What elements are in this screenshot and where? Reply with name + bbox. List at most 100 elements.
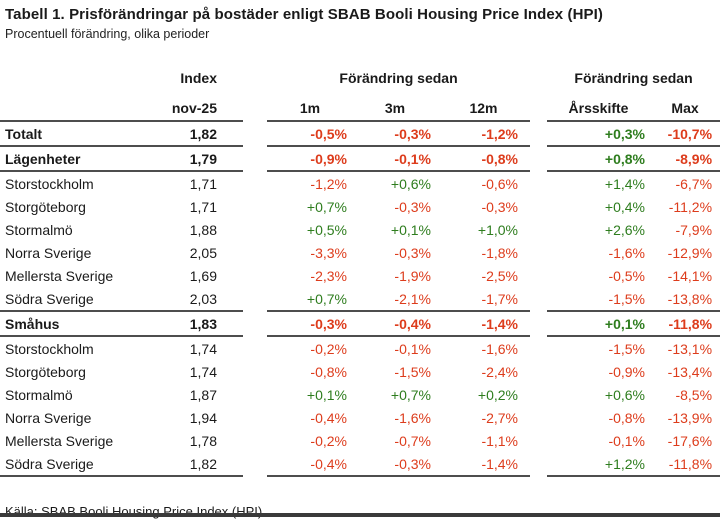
index-value: 1,71 <box>189 175 217 192</box>
change-max: -10,7% <box>650 121 720 147</box>
change-arsskifte: +1,4% <box>604 175 646 192</box>
row-label: Storgöteborg <box>5 363 86 380</box>
table-body: Totalt 1,82 -0,5% -0,3% -1,2% +0,3% -10,7% Läge… <box>0 121 720 477</box>
table-row: Storgöteborg 1,71 +0,7% -0,3% -0,3% +0,4% -11,… <box>0 195 720 218</box>
column-gap <box>243 195 267 218</box>
change-1m: +0,7% <box>267 287 353 312</box>
change-arsskifte: -0,1% <box>608 432 646 449</box>
change-1m: -0,8% <box>310 363 347 380</box>
index-value: 1,69 <box>189 267 217 284</box>
change-1m: -0,4% <box>310 409 347 426</box>
column-gap <box>530 360 547 383</box>
change-1m: -0,2% <box>310 432 347 449</box>
change-arsskifte: +0,4% <box>604 198 646 215</box>
column-header-1m: 1m <box>267 90 353 122</box>
change-3m: -0,3% <box>353 121 437 147</box>
index-value: 2,05 <box>189 244 217 261</box>
change-1m: -0,5% <box>267 121 353 147</box>
table-row: Storgöteborg 1,74 -0,8% -1,5% -2,4% -0,9% -13,… <box>0 360 720 383</box>
column-gap <box>243 146 267 171</box>
column-gap <box>243 90 267 121</box>
column-header-index-period: nov-25 <box>128 90 243 122</box>
row-label: Södra Sverige <box>0 287 128 312</box>
bottom-border-bar <box>0 513 720 517</box>
change-max: -11,8% <box>650 452 720 477</box>
change-12m: -0,3% <box>481 198 519 215</box>
change-max: -8,5% <box>675 386 713 403</box>
change-1m: +0,1% <box>306 386 347 403</box>
column-gap <box>530 241 547 264</box>
change-max: -7,9% <box>675 221 713 238</box>
change-3m: +0,6% <box>390 175 431 192</box>
change-12m: -1,4% <box>437 311 531 337</box>
column-gap <box>530 383 547 406</box>
change-max: -6,7% <box>675 175 713 192</box>
column-gap <box>243 218 267 241</box>
change-12m: -2,7% <box>481 409 519 426</box>
change-3m: -1,5% <box>394 363 431 380</box>
change-3m: -0,4% <box>353 311 437 337</box>
change-3m: -0,7% <box>394 432 431 449</box>
change-12m: +0,2% <box>477 386 519 403</box>
change-3m: +0,7% <box>390 386 431 403</box>
change-3m: -2,1% <box>353 287 437 312</box>
table-row: Södra Sverige 1,82 -0,4% -0,3% -1,4% +1,2% -11… <box>0 452 720 477</box>
change-12m: -2,5% <box>481 267 519 284</box>
change-3m: -0,1% <box>353 146 437 172</box>
change-arsskifte: +1,2% <box>547 452 651 477</box>
change-12m: -1,4% <box>437 452 531 477</box>
column-gap <box>243 171 267 195</box>
change-3m: -1,6% <box>394 409 431 426</box>
table-row: Södra Sverige 2,03 +0,7% -2,1% -1,7% -1,5% -13… <box>0 287 720 312</box>
column-header-3m: 3m <box>353 90 437 122</box>
column-gap <box>530 218 547 241</box>
row-label: Norra Sverige <box>5 244 92 261</box>
change-12m: -2,4% <box>481 363 519 380</box>
header-subcolumn-row: nov-25 1m 3m 12m Årsskifte Max <box>0 90 720 122</box>
index-value: 1,71 <box>189 198 217 215</box>
change-3m: -0,3% <box>394 244 431 261</box>
page-subtitle: Procentuell förändring, olika perioder <box>5 27 210 41</box>
index-value: 1,87 <box>189 386 217 403</box>
change-max: -11,2% <box>668 198 713 215</box>
change-arsskifte: +0,6% <box>604 386 646 403</box>
index-value: 1,94 <box>189 409 217 426</box>
change-arsskifte: +0,3% <box>547 121 651 147</box>
column-header-arsskifte: Årsskifte <box>547 90 651 122</box>
change-arsskifte: -1,5% <box>608 340 646 357</box>
column-gap <box>530 60 547 90</box>
index-value: 1,83 <box>128 311 243 337</box>
column-gap <box>530 121 547 146</box>
column-gap <box>243 383 267 406</box>
column-gap <box>530 452 547 476</box>
column-gap <box>243 264 267 287</box>
index-value: 1,78 <box>189 432 217 449</box>
index-value: 1,79 <box>128 146 243 172</box>
change-arsskifte: -0,9% <box>608 363 646 380</box>
change-12m: -1,8% <box>481 244 519 261</box>
row-label: Storstockholm <box>5 340 94 357</box>
index-value: 1,82 <box>128 452 243 477</box>
row-label: Södra Sverige <box>0 452 128 477</box>
row-label: Stormalmö <box>5 221 73 238</box>
change-3m: -0,3% <box>353 452 437 477</box>
change-max: -12,9% <box>667 244 713 261</box>
column-gap <box>530 264 547 287</box>
change-12m: -1,6% <box>481 340 519 357</box>
table-row: Storstockholm 1,71 -1,2% +0,6% -0,6% +1,4% -6,… <box>0 171 720 195</box>
table-row: Lägenheter 1,79 -0,9% -0,1% -0,8% +0,8% -8,9% <box>0 146 720 172</box>
row-label: Småhus <box>0 311 128 337</box>
change-max: -17,6% <box>667 432 713 449</box>
change-1m: -0,2% <box>310 340 347 357</box>
column-gap <box>243 311 267 336</box>
change-1m: -0,9% <box>267 146 353 172</box>
change-max: -13,8% <box>650 287 720 312</box>
change-12m: -1,7% <box>437 287 531 312</box>
column-header-index: Index <box>180 70 217 86</box>
table-row: Totalt 1,82 -0,5% -0,3% -1,2% +0,3% -10,7% <box>0 121 720 147</box>
change-12m: -0,8% <box>437 146 531 172</box>
change-1m: +0,7% <box>306 198 347 215</box>
column-group-change-since-short: Förändring sedan <box>339 70 458 86</box>
table-row: Småhus 1,83 -0,3% -0,4% -1,4% +0,1% -11,8% <box>0 311 720 337</box>
